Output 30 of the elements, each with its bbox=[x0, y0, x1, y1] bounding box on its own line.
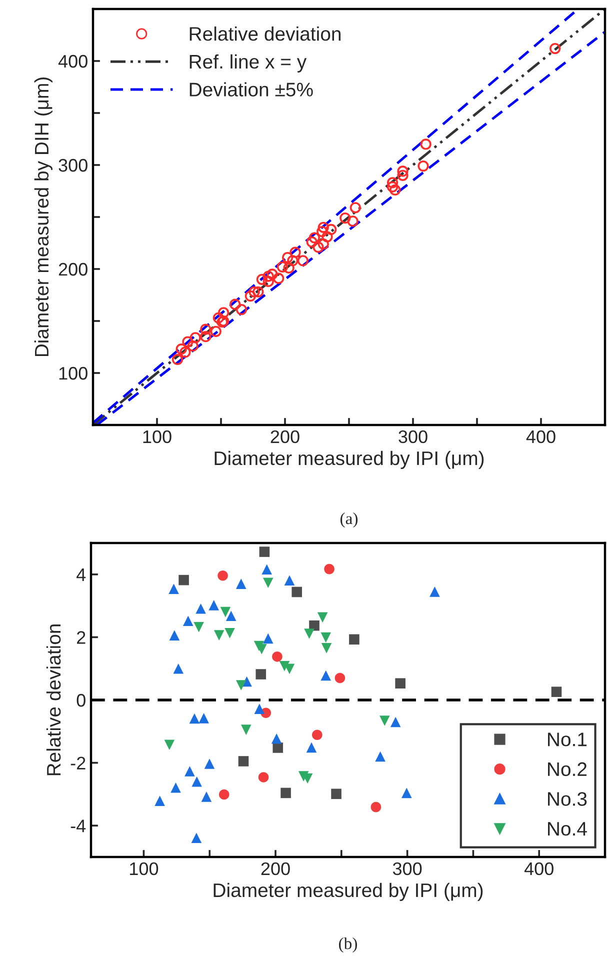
y-tick-label: 100 bbox=[59, 366, 88, 380]
y-tick-label: -4 bbox=[70, 820, 86, 832]
y-tick-label: 0 bbox=[76, 694, 86, 707]
y-tick-label: 400 bbox=[58, 54, 88, 68]
x-tick-label: 400 bbox=[526, 430, 556, 444]
x-tick-label: 400 bbox=[524, 862, 554, 876]
legend-label: No.2 bbox=[548, 762, 587, 776]
y-tick-label: 200 bbox=[58, 262, 88, 276]
text: (b) bbox=[339, 937, 357, 953]
x-tick-label: 200 bbox=[261, 862, 290, 876]
x-tick-label: 100 bbox=[143, 430, 172, 444]
y-tick-label: -2 bbox=[70, 756, 86, 770]
legend-label: Ref. line x = y bbox=[190, 54, 307, 72]
text: (a) bbox=[340, 512, 358, 528]
y-axis-title: Diameter measured by DIH (μm) bbox=[34, 78, 52, 356]
x-tick-label: 300 bbox=[398, 430, 428, 444]
legend-label: No.4 bbox=[548, 822, 587, 836]
y-tick-label: 4 bbox=[76, 568, 86, 581]
x-axis-title: Diameter measured by IPI (μm) bbox=[214, 882, 483, 901]
legend-label: Relative deviation bbox=[190, 26, 340, 41]
x-tick-label: 100 bbox=[130, 862, 158, 876]
legend-label: No.1 bbox=[548, 732, 587, 746]
y-tick-label: 300 bbox=[58, 158, 88, 172]
y-axis-title: Relative deviation bbox=[46, 624, 61, 776]
x-tick-label: 200 bbox=[270, 430, 300, 444]
legend-label: Deviation ±5% bbox=[190, 82, 313, 96]
legend-label: No.3 bbox=[548, 792, 587, 806]
x-tick-label: 300 bbox=[392, 862, 422, 876]
x-axis-title: Diameter measured by IPI (μm) bbox=[214, 450, 484, 469]
y-tick-label: 2 bbox=[77, 631, 86, 644]
